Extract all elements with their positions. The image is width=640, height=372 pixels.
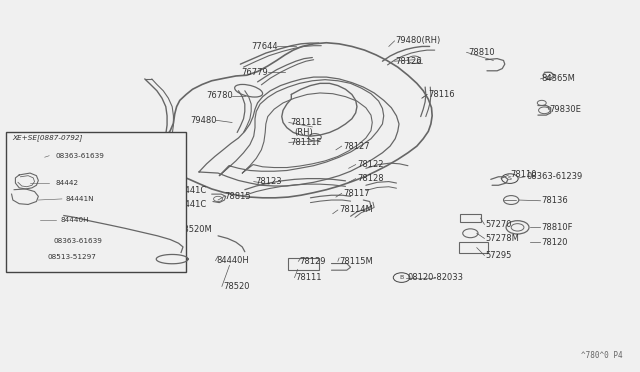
Text: S: S <box>43 153 47 158</box>
Text: 78127: 78127 <box>343 142 369 151</box>
Text: 84440H: 84440H <box>217 256 250 265</box>
Text: 78123: 78123 <box>255 177 282 186</box>
Text: 76779: 76779 <box>241 68 268 77</box>
Text: 08363-61239: 08363-61239 <box>527 172 582 181</box>
Text: S: S <box>36 254 40 259</box>
Text: 78810F: 78810F <box>541 223 573 232</box>
Text: 78111: 78111 <box>296 273 323 282</box>
Text: 84442: 84442 <box>56 180 79 186</box>
Text: B: B <box>399 275 404 280</box>
Text: 08513-51297: 08513-51297 <box>47 254 96 260</box>
Text: 78129: 78129 <box>300 257 326 266</box>
Text: 57278M: 57278M <box>486 234 520 243</box>
Text: 79480: 79480 <box>190 116 217 125</box>
Text: 78111F: 78111F <box>290 138 321 147</box>
Text: 78116: 78116 <box>428 90 455 99</box>
Text: 78110: 78110 <box>510 170 536 179</box>
Text: 79480(RH): 79480(RH) <box>395 36 440 45</box>
Text: XE+SE[0887-0792]: XE+SE[0887-0792] <box>12 135 83 141</box>
Text: S: S <box>41 238 45 243</box>
Text: 78520M: 78520M <box>179 225 212 234</box>
Text: 08120-82033: 08120-82033 <box>408 273 464 282</box>
Text: 78120: 78120 <box>541 238 568 247</box>
Text: 57270: 57270 <box>486 220 512 229</box>
Text: 78126: 78126 <box>395 57 422 66</box>
Text: 08363-61639: 08363-61639 <box>54 238 102 244</box>
Text: (RH): (RH) <box>294 128 313 137</box>
Text: 78114M: 78114M <box>339 205 373 215</box>
Text: 78128: 78128 <box>357 174 383 183</box>
Text: 79830E: 79830E <box>549 105 581 114</box>
Text: 57295: 57295 <box>486 251 512 260</box>
Text: 78115M: 78115M <box>339 257 373 266</box>
Text: 78111E: 78111E <box>290 118 322 127</box>
Text: 84441N: 84441N <box>65 196 93 202</box>
Text: 78117: 78117 <box>343 189 369 198</box>
FancyBboxPatch shape <box>6 132 186 272</box>
Text: 84441C: 84441C <box>175 200 207 209</box>
Text: 78810: 78810 <box>468 48 495 57</box>
Text: 77645: 77645 <box>114 145 140 154</box>
Text: 84365M: 84365M <box>541 74 575 83</box>
Text: 84441C: 84441C <box>175 186 207 195</box>
Text: 78520: 78520 <box>223 282 250 291</box>
Text: 78815: 78815 <box>225 192 251 201</box>
Text: 78122: 78122 <box>357 160 383 169</box>
Text: S: S <box>508 176 512 181</box>
Text: 78136: 78136 <box>541 196 568 205</box>
Text: 76780: 76780 <box>206 91 233 100</box>
Text: 08363-61639: 08363-61639 <box>56 153 104 159</box>
Text: 84440H: 84440H <box>60 217 88 223</box>
Text: ^780^0 P4: ^780^0 P4 <box>581 351 623 360</box>
Text: 77644: 77644 <box>252 42 278 51</box>
